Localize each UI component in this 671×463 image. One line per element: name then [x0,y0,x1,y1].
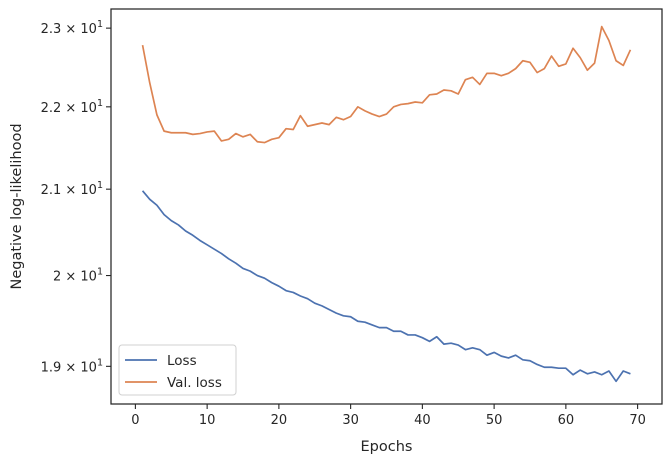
x-tick-label: 10 [199,413,216,428]
plot-lines [141,25,632,383]
y-axis: 1.9 × 101 2 × 101 2.1 × 101 2.2 × 101 2.3 × … [41,19,111,375]
x-tick-label: 60 [558,413,575,428]
y-tick-label: 2.2 × 101 [41,98,103,116]
x-tick-label: 0 [131,413,139,428]
legend-label: Val. loss [167,375,222,391]
x-axis: 0 10 20 30 40 50 60 70 [131,404,646,428]
y-tick-label: 2 × 101 [53,267,103,285]
legend-label: Loss [167,353,197,369]
x-tick-label: 50 [486,413,503,428]
legend: Loss Val. loss [118,344,237,396]
plot-frame [110,8,663,405]
x-tick-label: 30 [342,413,359,428]
x-tick-label: 20 [271,413,288,428]
x-tick-label: 70 [629,413,646,428]
x-axis-title: Epochs [361,439,413,455]
x-tick-label: 40 [414,413,431,428]
series-line-0 [141,190,631,383]
y-tick-label: 2.1 × 101 [41,180,103,198]
y-tick-label: 1.9 × 101 [41,357,103,375]
y-axis-title: Negative log-likelihood [9,123,25,289]
y-tick-label: 2.3 × 101 [41,19,103,37]
series-line-1 [141,25,632,144]
